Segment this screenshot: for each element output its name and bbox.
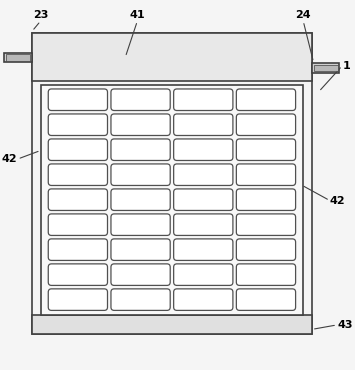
Text: 24: 24 xyxy=(295,10,311,20)
FancyBboxPatch shape xyxy=(174,139,233,161)
FancyBboxPatch shape xyxy=(236,214,296,235)
FancyBboxPatch shape xyxy=(174,189,233,211)
Bar xyxy=(6,54,30,61)
FancyBboxPatch shape xyxy=(236,189,296,211)
Text: 1: 1 xyxy=(343,61,351,71)
FancyBboxPatch shape xyxy=(174,89,233,111)
Text: 42: 42 xyxy=(2,154,17,164)
FancyBboxPatch shape xyxy=(236,239,296,260)
FancyBboxPatch shape xyxy=(174,114,233,135)
FancyBboxPatch shape xyxy=(236,114,296,135)
FancyBboxPatch shape xyxy=(48,264,108,285)
FancyBboxPatch shape xyxy=(111,89,170,111)
FancyBboxPatch shape xyxy=(111,114,170,135)
FancyBboxPatch shape xyxy=(236,89,296,111)
Text: 43: 43 xyxy=(338,320,353,330)
FancyBboxPatch shape xyxy=(111,139,170,161)
FancyBboxPatch shape xyxy=(111,239,170,260)
FancyBboxPatch shape xyxy=(111,164,170,185)
FancyBboxPatch shape xyxy=(111,189,170,211)
FancyBboxPatch shape xyxy=(174,239,233,260)
Text: 42: 42 xyxy=(330,195,345,206)
FancyBboxPatch shape xyxy=(48,139,108,161)
Bar xyxy=(32,314,312,333)
Bar xyxy=(4,53,32,63)
FancyBboxPatch shape xyxy=(236,289,296,310)
FancyBboxPatch shape xyxy=(236,164,296,185)
FancyBboxPatch shape xyxy=(111,289,170,310)
FancyBboxPatch shape xyxy=(174,264,233,285)
FancyBboxPatch shape xyxy=(236,264,296,285)
Text: 23: 23 xyxy=(33,10,48,20)
FancyBboxPatch shape xyxy=(48,164,108,185)
FancyBboxPatch shape xyxy=(236,139,296,161)
FancyBboxPatch shape xyxy=(48,239,108,260)
FancyBboxPatch shape xyxy=(111,214,170,235)
FancyBboxPatch shape xyxy=(174,289,233,310)
Bar xyxy=(312,63,339,73)
FancyBboxPatch shape xyxy=(48,89,108,111)
FancyBboxPatch shape xyxy=(111,264,170,285)
FancyBboxPatch shape xyxy=(48,114,108,135)
Bar xyxy=(313,65,338,71)
FancyBboxPatch shape xyxy=(174,214,233,235)
FancyBboxPatch shape xyxy=(48,289,108,310)
Bar xyxy=(41,85,303,314)
Text: 41: 41 xyxy=(130,10,145,20)
Bar xyxy=(32,33,312,81)
Bar xyxy=(32,33,312,333)
FancyBboxPatch shape xyxy=(48,189,108,211)
FancyBboxPatch shape xyxy=(174,164,233,185)
FancyBboxPatch shape xyxy=(48,214,108,235)
